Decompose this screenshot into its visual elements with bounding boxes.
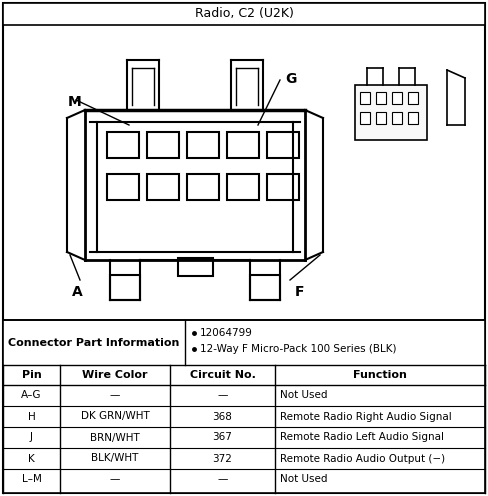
Bar [392,112,402,124]
Bar [178,258,213,276]
Text: Radio, C2 (U2K): Radio, C2 (U2K) [195,7,293,20]
Polygon shape [355,60,447,85]
Bar [360,112,370,124]
Text: Remote Radio Audio Output (−): Remote Radio Audio Output (−) [280,453,445,463]
Text: 12-Way F Micro-Pack 100 Series (BLK): 12-Way F Micro-Pack 100 Series (BLK) [200,344,396,354]
Bar [110,275,140,300]
Bar [267,174,299,200]
Polygon shape [427,60,447,140]
Text: Remote Radio Left Audio Signal: Remote Radio Left Audio Signal [280,433,444,442]
Text: Pin: Pin [21,370,41,380]
Text: Connector Part Information: Connector Part Information [8,337,180,348]
Bar [107,174,139,200]
Text: H: H [28,412,35,422]
Text: 12064799: 12064799 [200,328,253,338]
Text: J: J [30,433,33,442]
Bar [107,132,139,158]
Bar [376,112,386,124]
Bar [376,92,386,104]
Bar [147,174,179,200]
Text: A–G: A–G [21,390,42,400]
Bar [267,132,299,158]
Bar [227,132,259,158]
Bar [187,174,219,200]
Text: BLK/WHT: BLK/WHT [91,453,139,463]
Text: Circuit No.: Circuit No. [189,370,255,380]
Text: A: A [72,285,83,299]
Text: 367: 367 [213,433,232,442]
Bar [408,112,418,124]
Text: —: — [110,390,120,400]
Bar [355,85,427,140]
Text: Not Used: Not Used [280,475,327,485]
Text: M: M [68,95,82,109]
Bar [227,174,259,200]
Text: F: F [295,285,305,299]
Bar [392,92,402,104]
Text: 368: 368 [213,412,232,422]
Bar [250,275,280,300]
Text: Remote Radio Right Audio Signal: Remote Radio Right Audio Signal [280,412,452,422]
Text: DK GRN/WHT: DK GRN/WHT [81,412,149,422]
Text: —: — [217,475,228,485]
Bar [408,92,418,104]
Bar [187,132,219,158]
Text: —: — [217,390,228,400]
Bar [147,132,179,158]
Text: L–M: L–M [21,475,41,485]
Text: Not Used: Not Used [280,390,327,400]
Bar [3,3,485,25]
Text: K: K [28,453,35,463]
Text: 372: 372 [213,453,232,463]
Text: Wire Color: Wire Color [82,370,148,380]
Text: —: — [110,475,120,485]
Bar [360,92,370,104]
Bar [3,320,485,493]
Text: Function: Function [353,370,407,380]
Text: G: G [285,72,296,86]
Text: BRN/WHT: BRN/WHT [90,433,140,442]
